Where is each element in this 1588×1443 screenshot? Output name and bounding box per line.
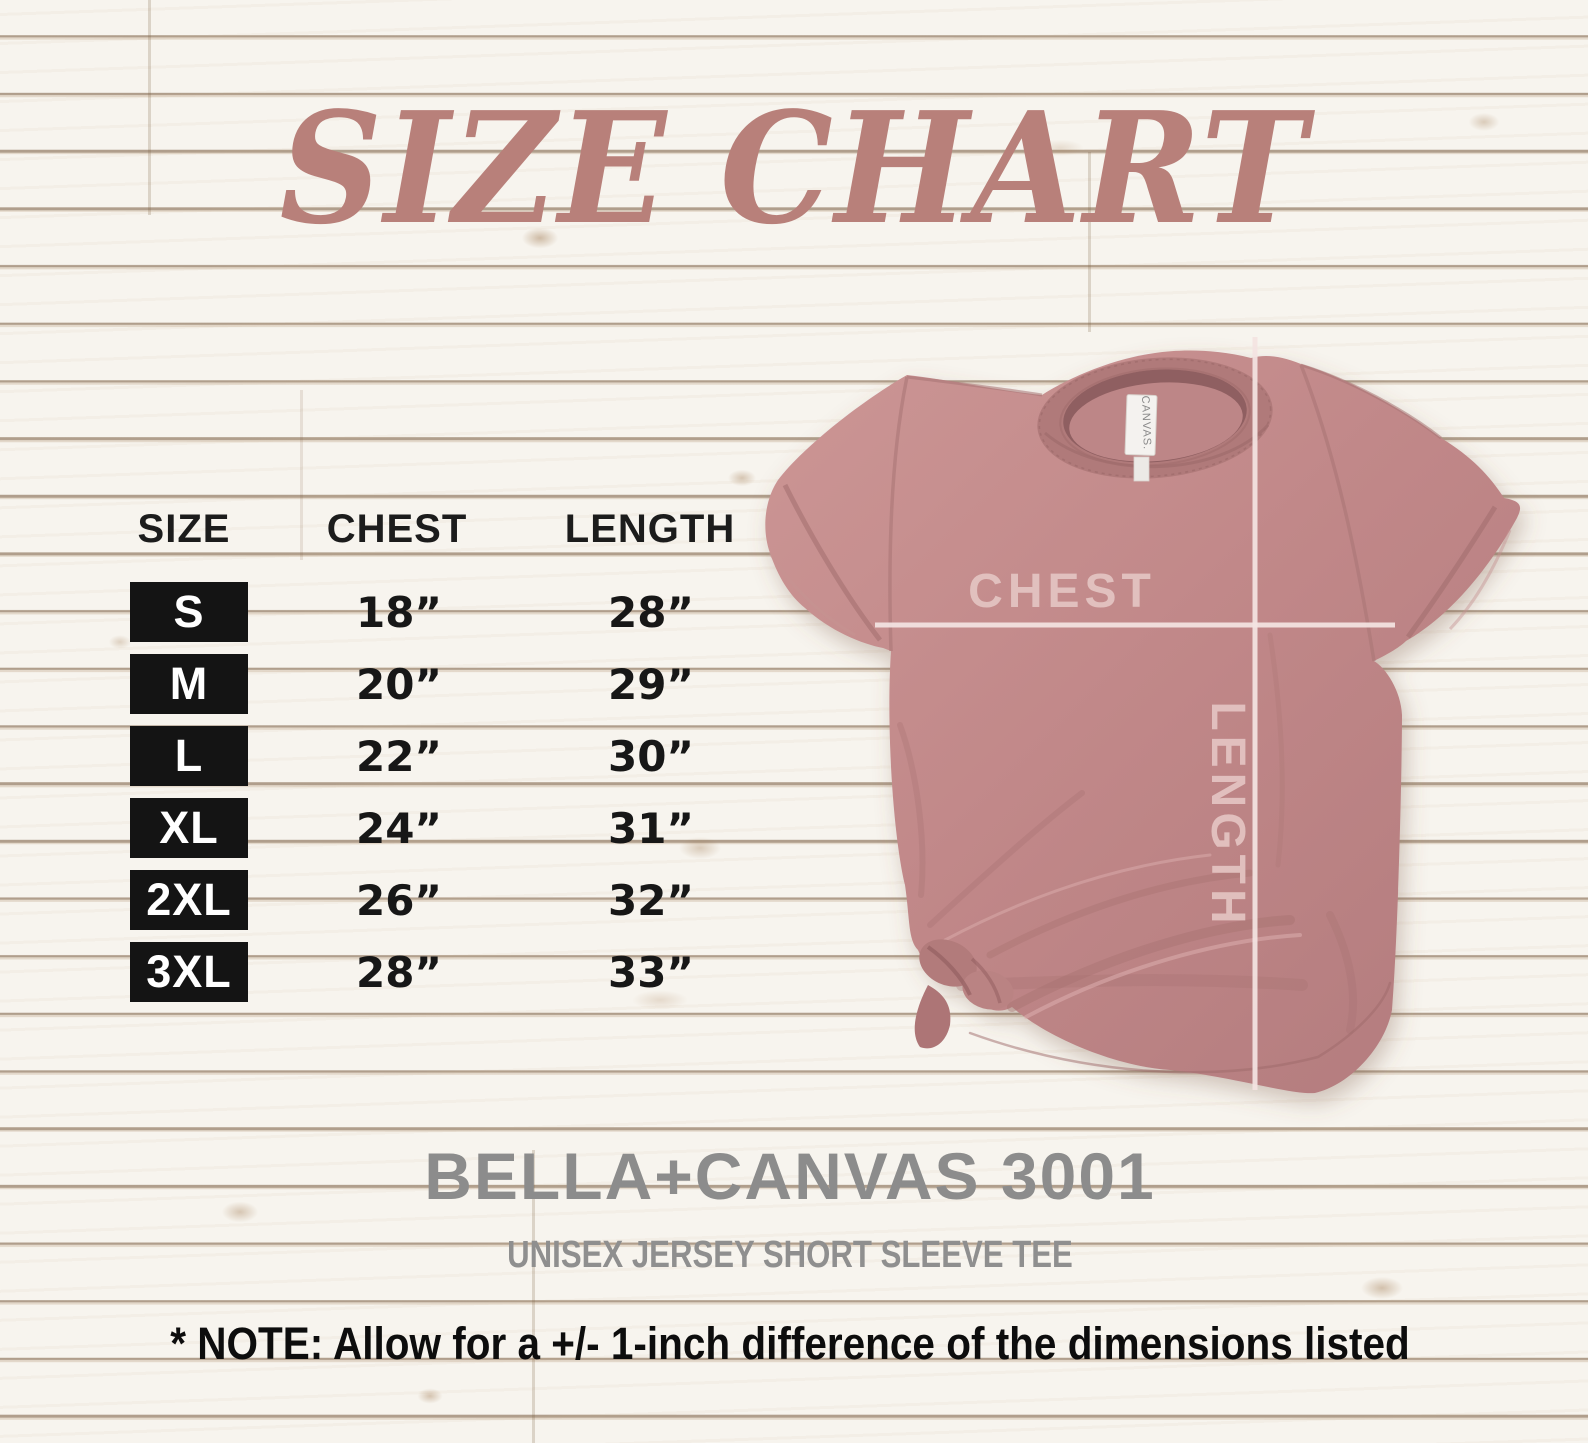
length-value: 29” (607, 659, 695, 709)
chest-value: 28” (355, 947, 443, 997)
size-cell: 2XL (130, 870, 248, 930)
sleeve-cuffs (768, 483, 1512, 642)
length-value: 28” (607, 587, 695, 637)
wood-plank-seam (148, 0, 151, 215)
product-subtitle: UNISEX JERSEY SHORT SLEEVE TEE (507, 1234, 1073, 1276)
care-tag (1133, 456, 1150, 482)
product-name: BELLA+CANVAS 3001 (424, 1139, 1156, 1213)
tshirt-photo: CANVAS. CHEST LENGTH (765, 337, 1521, 1094)
chest-value: 24” (355, 803, 443, 853)
chest-value: 20” (355, 659, 443, 709)
column-header-size: SIZE (137, 507, 231, 551)
note-text: * NOTE: Allow for a +/- 1-inch differenc… (170, 1318, 1410, 1369)
size-cell: 3XL (130, 942, 248, 1002)
length-value: 32” (607, 875, 695, 925)
knot (914, 939, 1014, 1049)
length-line-label: LENGTH (1201, 701, 1254, 928)
neck-tag-text: CANVAS. (1139, 395, 1153, 450)
size-cell: L (130, 726, 248, 786)
chest-value: 26” (355, 875, 443, 925)
wood-plank-seam (532, 1150, 535, 1443)
chest-value: 18” (355, 587, 443, 637)
wood-plank-seam (300, 390, 303, 560)
column-header-chest: CHEST (326, 507, 468, 551)
chest-value: 22” (355, 731, 443, 781)
tshirt-body (765, 350, 1521, 1094)
wood-plank-seam (1088, 152, 1091, 332)
column-header-length: LENGTH (564, 507, 736, 551)
page-title: SIZE CHART (279, 79, 1309, 259)
chest-line-label: CHEST (968, 565, 1156, 618)
length-value: 33” (607, 947, 695, 997)
length-value: 31” (607, 803, 695, 853)
length-value: 30” (607, 731, 695, 781)
size-cell: XL (130, 798, 248, 858)
fabric-folds (897, 632, 1392, 1074)
size-cell: S (130, 582, 248, 642)
neck-tag: CANVAS. (1124, 394, 1158, 482)
size-cell: M (130, 654, 248, 714)
